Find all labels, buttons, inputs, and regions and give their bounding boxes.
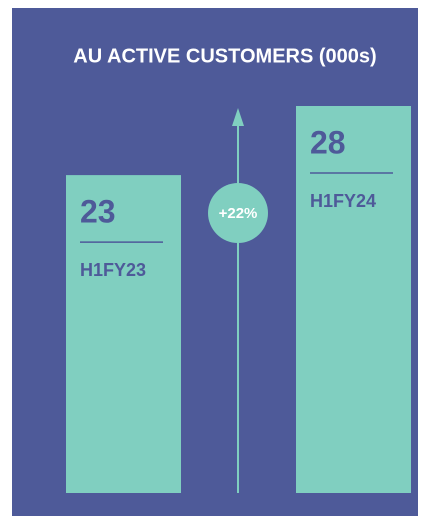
category-label: H1FY23 — [80, 260, 146, 280]
value-label: 28 — [310, 124, 346, 160]
arrow-head — [232, 108, 244, 126]
bar — [66, 175, 181, 493]
value-label: 23 — [80, 194, 116, 230]
annotation: +22% — [219, 205, 258, 222]
category-label: H1FY24 — [310, 191, 376, 211]
annotation-badge — [208, 183, 268, 243]
chart-title: AU ACTIVE CUSTOMERS (000s) — [73, 45, 376, 67]
bar — [296, 106, 411, 493]
